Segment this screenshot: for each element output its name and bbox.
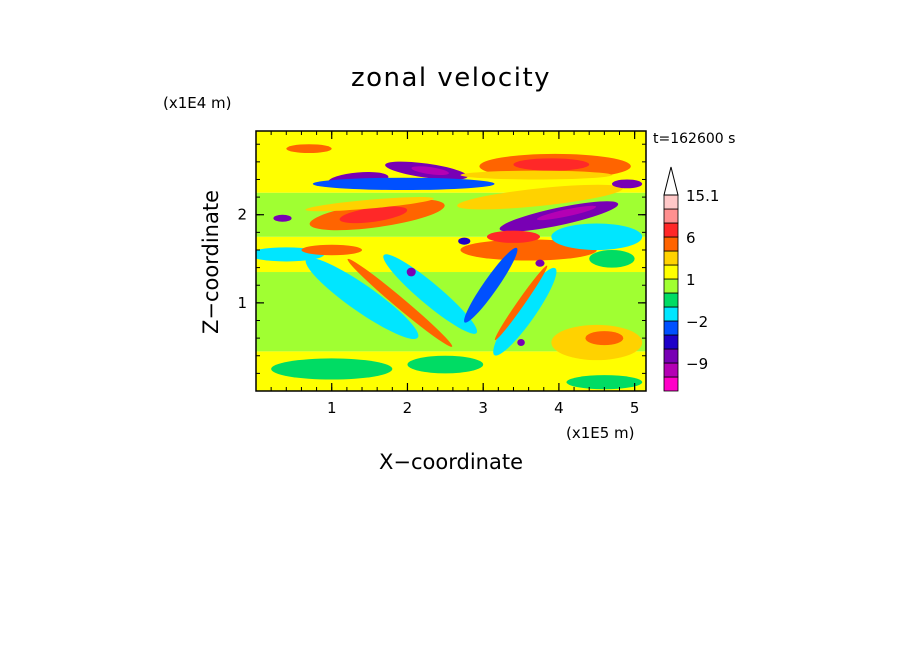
velocity-cell bbox=[286, 144, 332, 154]
x-tick-label: 5 bbox=[630, 399, 640, 417]
velocity-cell bbox=[460, 170, 612, 180]
x-axis-unit: (x1E5 m) bbox=[566, 424, 635, 442]
colorbar-segment bbox=[663, 278, 679, 294]
colorbar-label: 15.1 bbox=[686, 187, 719, 205]
velocity-cell bbox=[339, 206, 408, 224]
velocity-cell bbox=[406, 267, 416, 277]
velocity-cell bbox=[536, 205, 597, 221]
colorbar-segment bbox=[663, 320, 679, 336]
velocity-cell bbox=[535, 259, 545, 267]
x-tick-label: 3 bbox=[478, 399, 488, 417]
colorbar-label: −9 bbox=[686, 355, 708, 373]
colorbar-segment bbox=[663, 236, 679, 252]
velocity-cell bbox=[611, 179, 643, 189]
colorbar-top-arrow bbox=[663, 166, 679, 196]
velocity-cell bbox=[458, 237, 471, 245]
colorbar-segment bbox=[663, 376, 679, 392]
velocity-cell bbox=[411, 166, 449, 176]
axes: 1 2 3 4 5 1 2 bbox=[237, 131, 646, 417]
velocity-cell bbox=[457, 184, 623, 210]
colorbar-segment bbox=[663, 264, 679, 280]
velocity-cell bbox=[301, 244, 363, 256]
time-label: t=162600 s bbox=[653, 131, 735, 147]
colorbar-segment bbox=[663, 334, 679, 350]
velocity-cell bbox=[486, 230, 540, 243]
colorbar-segment bbox=[663, 292, 679, 308]
x-axis-label: X−coordinate bbox=[379, 450, 523, 474]
velocity-field bbox=[256, 131, 646, 391]
velocity-cell bbox=[347, 258, 453, 347]
colorbar-segment bbox=[663, 194, 679, 210]
colorbar-segment bbox=[663, 348, 679, 364]
colorbar: 15.1 6 1 −2 −9 bbox=[663, 166, 719, 392]
velocity-cell bbox=[312, 177, 495, 191]
velocity-cell bbox=[513, 158, 590, 171]
velocity-cell bbox=[271, 358, 393, 380]
y-tick-label: 1 bbox=[237, 294, 247, 312]
colorbar-segment bbox=[663, 250, 679, 266]
colorbar-segment bbox=[663, 208, 679, 224]
velocity-cell bbox=[551, 223, 643, 250]
velocity-cell bbox=[589, 249, 635, 268]
velocity-cell bbox=[383, 254, 478, 334]
velocity-cell bbox=[566, 375, 643, 390]
x-tick-label: 4 bbox=[554, 399, 564, 417]
colorbar-label: −2 bbox=[686, 313, 708, 331]
velocity-cell bbox=[585, 331, 624, 346]
velocity-cell bbox=[273, 214, 292, 222]
colorbar-label: 6 bbox=[686, 229, 696, 247]
colorbar-segment bbox=[663, 362, 679, 378]
velocity-cell bbox=[464, 247, 518, 323]
velocity-cell bbox=[517, 339, 525, 347]
x-tick-label: 2 bbox=[403, 399, 413, 417]
colorbar-segment bbox=[663, 222, 679, 238]
y-tick-label: 2 bbox=[237, 206, 247, 224]
y-axis-label: Z−coordinate bbox=[199, 190, 223, 334]
velocity-cell bbox=[407, 355, 484, 374]
colorbar-segment bbox=[663, 306, 679, 322]
colorbar-label: 1 bbox=[686, 271, 696, 289]
velocity-cell bbox=[263, 291, 340, 324]
x-tick-label: 1 bbox=[327, 399, 337, 417]
plot-frame bbox=[255, 130, 647, 392]
velocity-cell bbox=[493, 267, 557, 356]
velocity-cell bbox=[494, 265, 548, 341]
chart-title: zonal velocity bbox=[351, 63, 551, 93]
velocity-cell bbox=[305, 197, 434, 212]
velocity-cell bbox=[305, 257, 419, 340]
y-axis-unit: (x1E4 m) bbox=[163, 94, 232, 112]
